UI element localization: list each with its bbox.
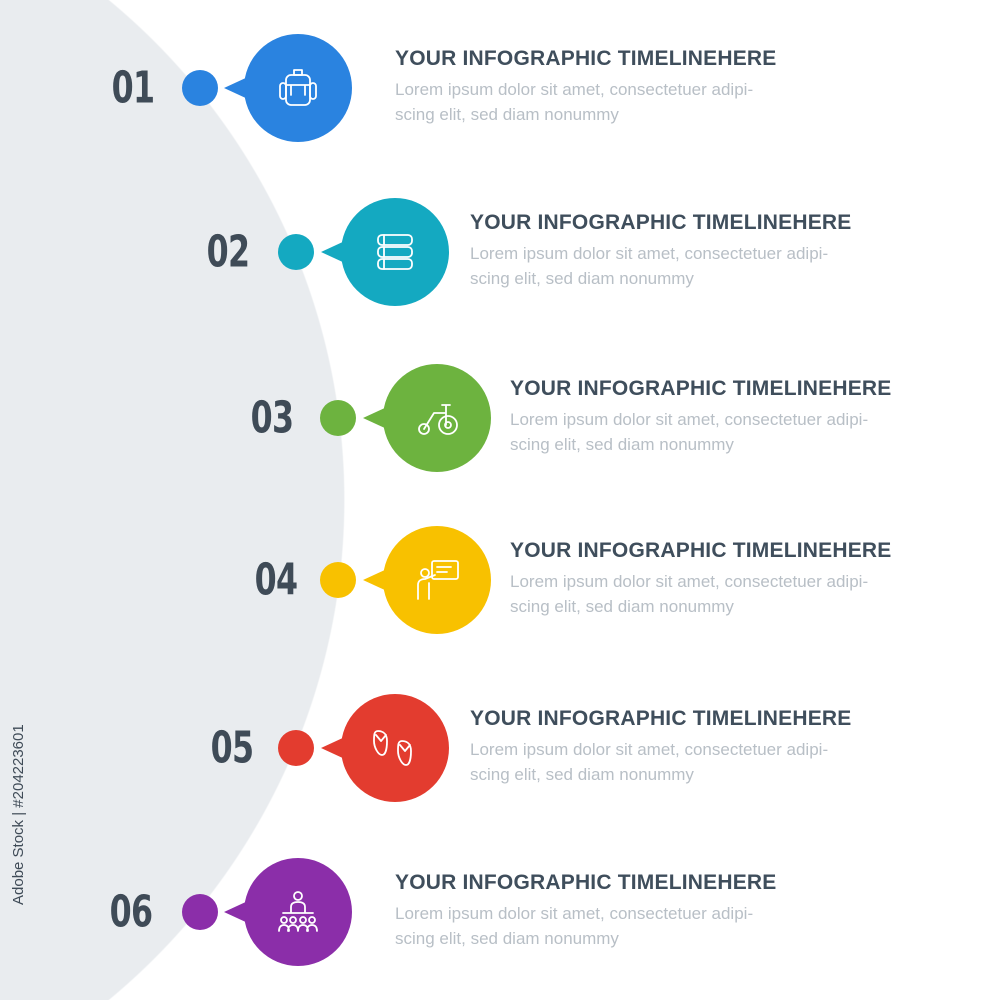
- step-dot: [278, 234, 314, 270]
- step-bubble: [224, 34, 352, 142]
- flip-flops-icon: [373, 730, 412, 766]
- step-number: 06: [109, 886, 153, 938]
- step-title: YOUR INFOGRAPHIC TIMELINEHERE: [510, 377, 892, 400]
- step-bubble: [321, 198, 449, 306]
- audience-icon: [278, 891, 318, 932]
- step-description-line: scing elit, sed diam nonummy: [510, 435, 734, 454]
- step-description-line: Lorem ipsum dolor sit amet, consectetuer…: [395, 904, 754, 923]
- step-description: Lorem ipsum dolor sit amet, consectetuer…: [395, 77, 835, 127]
- backpack-icon: [279, 69, 317, 106]
- step-description: Lorem ipsum dolor sit amet, consectetuer…: [510, 407, 950, 457]
- step-title: YOUR INFOGRAPHIC TIMELINEHERE: [510, 539, 892, 562]
- step-number: 04: [254, 554, 298, 606]
- step-number: 05: [210, 722, 254, 774]
- step-description-line: Lorem ipsum dolor sit amet, consectetuer…: [395, 80, 754, 99]
- step-description-line: scing elit, sed diam nonummy: [470, 765, 694, 784]
- step-bubble: [363, 526, 491, 634]
- tricycle-icon: [418, 404, 458, 435]
- step-number: 02: [206, 226, 250, 278]
- step-description-line: Lorem ipsum dolor sit amet, consectetuer…: [510, 410, 869, 429]
- step-dot: [182, 70, 218, 106]
- step-description-line: scing elit, sed diam nonummy: [395, 105, 619, 124]
- step-title: YOUR INFOGRAPHIC TIMELINEHERE: [395, 871, 777, 894]
- step-description-line: Lorem ipsum dolor sit amet, consectetuer…: [470, 740, 829, 759]
- step-description-line: scing elit, sed diam nonummy: [510, 597, 734, 616]
- step-dot: [320, 400, 356, 436]
- step-description-line: Lorem ipsum dolor sit amet, consectetuer…: [510, 572, 869, 591]
- step-description: Lorem ipsum dolor sit amet, consectetuer…: [470, 737, 910, 787]
- step-description-line: scing elit, sed diam nonummy: [395, 929, 619, 948]
- step-description: Lorem ipsum dolor sit amet, consectetuer…: [510, 569, 950, 619]
- step-title: YOUR INFOGRAPHIC TIMELINEHERE: [470, 211, 852, 234]
- step-number: 03: [250, 392, 294, 444]
- step-description: Lorem ipsum dolor sit amet, consectetuer…: [470, 241, 910, 291]
- step-description-line: scing elit, sed diam nonummy: [470, 269, 694, 288]
- step-description-line: Lorem ipsum dolor sit amet, consectetuer…: [470, 244, 829, 263]
- step-description: Lorem ipsum dolor sit amet, consectetuer…: [395, 901, 835, 951]
- step-bubble: [363, 364, 491, 472]
- step-title: YOUR INFOGRAPHIC TIMELINEHERE: [470, 707, 852, 730]
- watermark-text: Adobe Stock | #204223601: [10, 724, 27, 905]
- step-title: YOUR INFOGRAPHIC TIMELINEHERE: [395, 47, 777, 70]
- step-bubble: [224, 858, 352, 966]
- step-dot: [182, 894, 218, 930]
- books-icon: [377, 234, 413, 270]
- step-dot: [320, 562, 356, 598]
- step-number: 01: [111, 62, 155, 114]
- step-bubble: [321, 694, 449, 802]
- teacher-board-icon: [417, 560, 459, 600]
- step-dot: [278, 730, 314, 766]
